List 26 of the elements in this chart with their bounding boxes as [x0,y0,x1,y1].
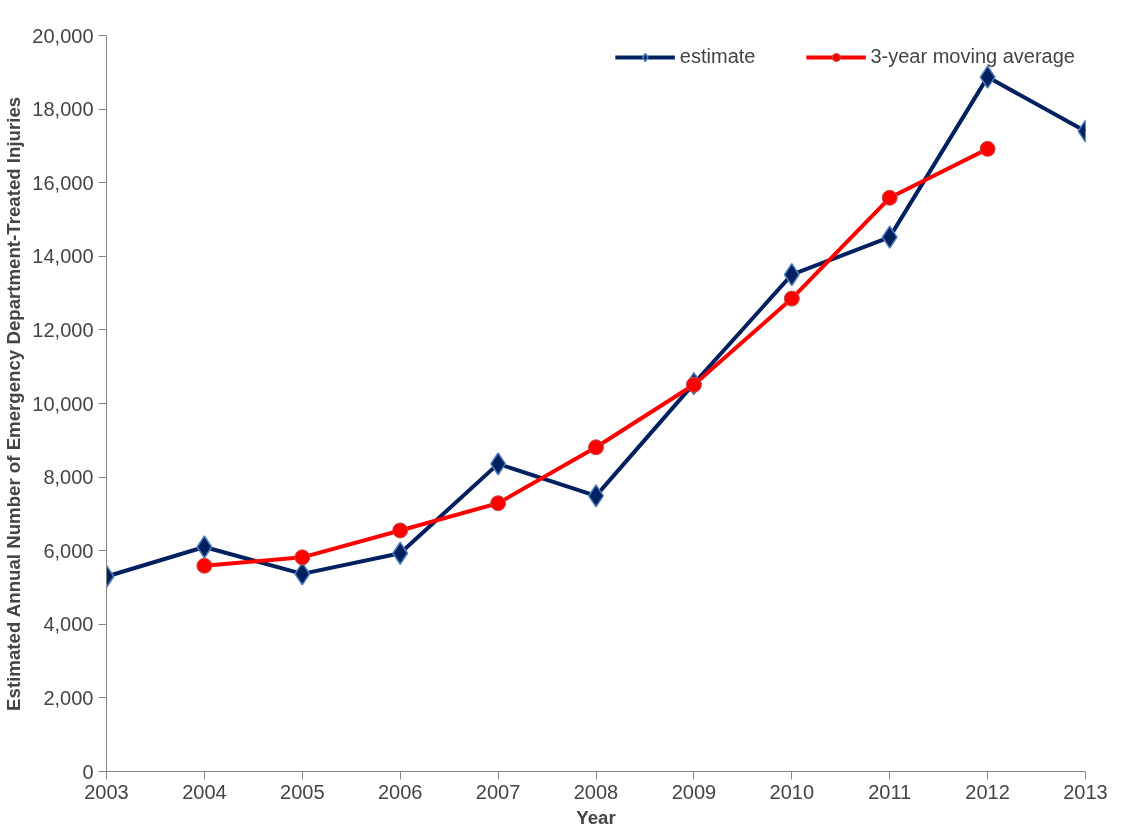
y-tick-label: 20,000 [32,24,94,47]
x-tick-label: 2006 [377,780,423,803]
y-tick-label: 0 [82,760,94,783]
x-tick-label: 2013 [1063,780,1108,803]
y-tick-label: 2,000 [43,686,94,709]
x-tick-label: 2009 [671,780,717,803]
legend-label: estimate [679,45,756,68]
x-tick-label: 2008 [573,780,619,803]
y-tick-label: 12,000 [32,318,94,341]
y-tick-label: 8,000 [43,466,94,489]
y-tick-label: 14,000 [32,245,94,268]
y-tick-label: 18,000 [32,98,94,121]
y-tick-label: 4,000 [43,613,94,636]
x-tick-label: 2010 [769,780,815,803]
y-tick-label: 6,000 [43,539,94,562]
x-tick-label: 2012 [965,780,1010,803]
y-tick-label: 16,000 [32,171,94,194]
legend-label: 3-year moving average [870,45,1075,68]
x-tick-label: 2011 [868,780,912,803]
x-tick-label: 2005 [280,780,325,803]
y-axis-title: Estimated Annual Number of Emergency Department-Treated Injuries [3,96,25,711]
x-tick-label: 2007 [475,780,521,803]
x-axis-title: Year [576,806,616,828]
x-tick-label: 2003 [84,780,129,803]
x-tick-label: 2004 [182,780,227,803]
y-tick-label: 10,000 [32,392,94,415]
